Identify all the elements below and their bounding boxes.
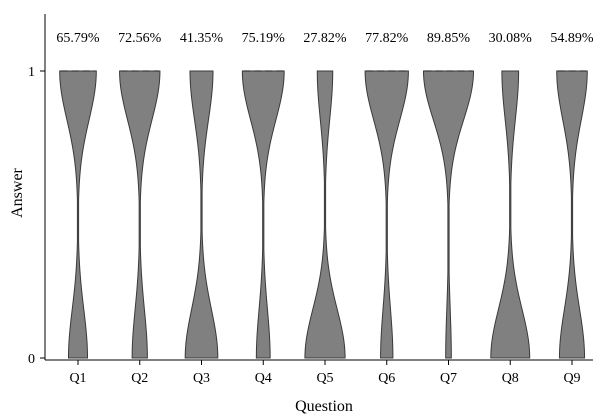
y-tick-label-1: 1 bbox=[28, 65, 35, 80]
percentage-labels: 65.79% 72.56% 41.35% 75.19% 27.82% 77.82% 89.8… bbox=[56, 31, 593, 46]
x-tick-label-q3: Q3 bbox=[193, 371, 210, 386]
violin-series bbox=[59, 70, 588, 359]
percent-label-q2: 72.56% bbox=[118, 31, 162, 46]
x-tick-label-q8: Q8 bbox=[502, 371, 519, 386]
x-tick-label-q1: Q1 bbox=[69, 371, 86, 386]
percent-label-q4: 75.19% bbox=[242, 31, 286, 46]
violin-q2 bbox=[119, 70, 161, 359]
y-axis-ticks: 01 bbox=[28, 65, 45, 367]
violin-q6 bbox=[364, 70, 409, 359]
violin-q5 bbox=[304, 70, 346, 359]
percent-label-q5: 27.82% bbox=[303, 31, 347, 46]
x-axis-title: Question bbox=[295, 398, 353, 415]
violin-q8 bbox=[490, 70, 531, 359]
x-tick-label-q7: Q7 bbox=[440, 371, 457, 386]
percent-label-q1: 65.79% bbox=[56, 31, 100, 46]
violin-q3 bbox=[184, 70, 219, 359]
percent-label-q6: 77.82% bbox=[365, 31, 409, 46]
y-axis-title: Answer bbox=[9, 167, 26, 217]
percent-label-q8: 30.08% bbox=[489, 31, 533, 46]
percent-label-q9: 54.89% bbox=[550, 31, 593, 46]
x-tick-label-q6: Q6 bbox=[378, 371, 395, 386]
y-tick-label-0: 0 bbox=[28, 352, 35, 367]
x-tick-label-q2: Q2 bbox=[131, 371, 148, 386]
violin-q1 bbox=[59, 70, 97, 359]
x-tick-label-q5: Q5 bbox=[316, 371, 333, 386]
percent-label-q7: 89.85% bbox=[427, 31, 471, 46]
x-tick-label-q4: Q4 bbox=[255, 371, 272, 386]
violin-q7 bbox=[422, 70, 475, 359]
percent-label-q3: 41.35% bbox=[180, 31, 224, 46]
x-tick-label-q9: Q9 bbox=[563, 371, 580, 386]
x-axis-ticks: Q1 Q2 Q3 Q4 Q5 Q6 Q7 Q8 Q9 bbox=[69, 360, 581, 386]
violin-q4 bbox=[241, 70, 285, 359]
violin-q9 bbox=[556, 70, 588, 359]
